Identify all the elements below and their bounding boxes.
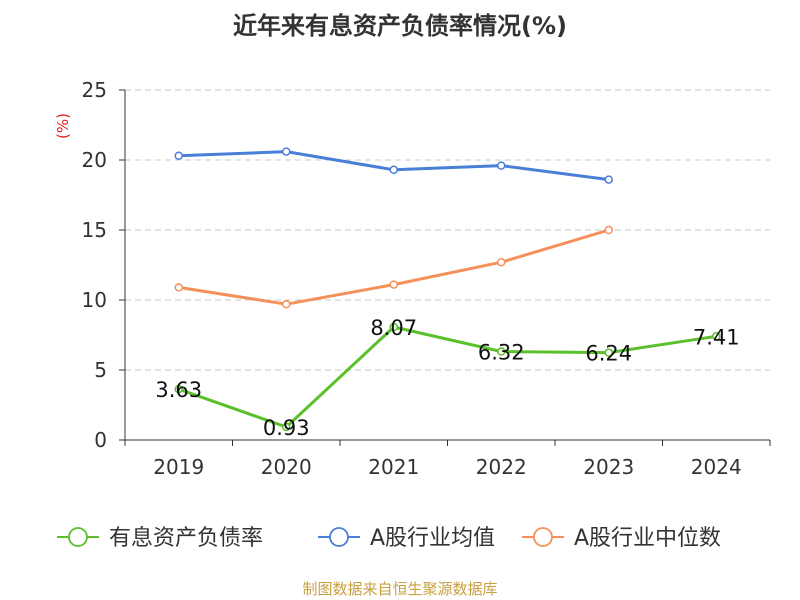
data-label: 8.07	[370, 316, 417, 340]
legend-marker	[533, 527, 553, 547]
data-point	[712, 332, 721, 341]
data-point	[174, 151, 183, 161]
y-tick-label: 5	[94, 358, 107, 382]
legend-item: A股行业均值	[318, 526, 495, 551]
x-tick-label: 2023	[583, 455, 634, 479]
data-labels: 3.63 0.93 8.07 6.32 6.24 7.41	[155, 316, 739, 440]
data-point	[282, 422, 291, 432]
legend-marker	[329, 527, 349, 547]
legend: 有息资产负债率 A股行业均值 A股行业中位数	[57, 526, 721, 551]
data-point	[389, 280, 398, 289]
grid-lines	[125, 89, 770, 371]
data-point	[282, 147, 291, 156]
x-tick-label: 2019	[153, 455, 204, 479]
x-tick-label: 2024	[691, 455, 742, 479]
data-point	[389, 322, 398, 332]
data-point	[174, 283, 183, 292]
data-point	[604, 225, 613, 235]
series-line-0	[178, 325, 717, 429]
data-point	[497, 257, 506, 267]
chart-title: 近年来有息资产负债率情况(%)	[233, 12, 567, 40]
data-point	[174, 384, 183, 394]
axes: 0 5 10 15 20 25 2019 2020 2021 2022 2023 2024 (%)	[54, 78, 771, 479]
y-axis-label: (%)	[54, 113, 72, 139]
y-tick-label: 10	[82, 288, 107, 312]
x-tick-label: 2022	[476, 455, 527, 479]
source-note: 制图数据来自恒生聚源数据库	[302, 580, 498, 598]
x-tick-label: 2021	[368, 455, 419, 479]
data-label: 6.24	[585, 342, 632, 366]
data-point	[604, 175, 613, 184]
y-tick-label: 25	[82, 78, 107, 102]
data-label: 3.63	[155, 378, 202, 402]
legend-label: A股行业均值	[370, 526, 495, 551]
series-line-2	[178, 228, 610, 306]
x-tick-label: 2020	[261, 455, 312, 479]
legend-item: 有息资产负债率	[57, 526, 263, 551]
legend-marker	[68, 527, 88, 547]
y-tick-label: 0	[94, 428, 107, 452]
data-point	[497, 347, 506, 356]
data-point	[497, 161, 506, 170]
data-label: 7.41	[693, 325, 740, 349]
y-tick-label: 15	[82, 218, 107, 242]
legend-item: A股行业中位数	[522, 526, 721, 551]
data-point	[282, 299, 291, 309]
data-point	[604, 348, 613, 357]
data-point	[389, 165, 398, 175]
data-label: 6.32	[478, 341, 525, 365]
legend-label: 有息资产负债率	[109, 526, 263, 551]
series-lines	[174, 147, 721, 432]
y-tick-label: 20	[82, 148, 107, 172]
data-label: 0.93	[263, 416, 310, 440]
legend-label: A股行业中位数	[574, 526, 721, 551]
